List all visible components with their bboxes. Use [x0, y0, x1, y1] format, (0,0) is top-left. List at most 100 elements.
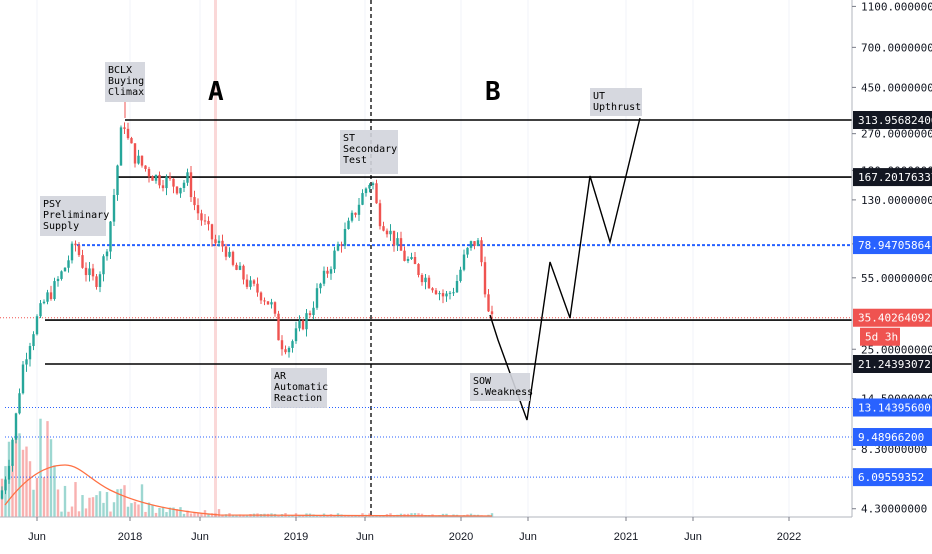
annotation-text: Reaction: [274, 393, 322, 404]
candle-body: [431, 288, 434, 291]
candle-body: [284, 349, 287, 353]
volume-bars: [0, 418, 494, 517]
volume-bar: [91, 497, 95, 517]
candle-body: [291, 341, 294, 348]
time-tick-label: Jun: [191, 531, 209, 543]
candle-body: [329, 269, 333, 274]
volume-bar: [35, 477, 39, 517]
candle-body: [105, 251, 109, 257]
candle-body: [140, 155, 144, 166]
volume-bar: [382, 515, 385, 517]
candle-body: [469, 241, 473, 248]
candle-body: [154, 174, 158, 181]
time-tick-label: 2018: [118, 531, 142, 543]
volume-bar: [165, 512, 168, 517]
candle-body: [168, 176, 172, 179]
volume-bar: [210, 513, 214, 517]
candle-body: [214, 239, 217, 244]
volume-bar: [168, 507, 172, 517]
candle-body: [305, 313, 308, 330]
volume-bar: [70, 506, 74, 517]
candle-body: [238, 265, 242, 270]
volume-bar: [77, 511, 81, 517]
candle-body: [343, 228, 347, 246]
candle-body: [60, 271, 63, 279]
time-tick-label: 2021: [614, 531, 638, 543]
candle-body: [42, 301, 46, 304]
price-tick-label: 700.00000000: [861, 41, 932, 54]
volume-bar: [161, 506, 165, 517]
candle-body: [203, 220, 207, 222]
level-price-label: 167.20176337: [858, 171, 932, 184]
volume-bar: [179, 507, 182, 517]
candle-body: [466, 247, 469, 255]
candle-body: [56, 278, 60, 282]
candle-body: [200, 213, 203, 221]
volume-bar: [74, 482, 77, 517]
price-axis[interactable]: 1100.00000000 700.00000000 450.00000000 270…: [851, 0, 932, 517]
candle-body: [102, 256, 105, 275]
volume-bar: [245, 515, 249, 517]
annotation-text: Preliminary: [43, 210, 109, 221]
candle-body: [112, 194, 116, 222]
volume-bar: [88, 497, 91, 517]
annotation-text: UT: [593, 91, 605, 102]
candle-body: [322, 270, 326, 284]
volume-bar: [67, 511, 70, 517]
volume-bar: [18, 433, 21, 517]
volume-bar: [196, 513, 200, 517]
volume-bar: [154, 512, 158, 517]
annotation-box: [105, 62, 145, 102]
candle-body: [32, 334, 35, 347]
candle-body: [277, 313, 280, 341]
volume-bar: [347, 515, 350, 517]
volume-bar: [133, 501, 137, 517]
volume-bar: [53, 465, 56, 517]
candle-body: [210, 224, 214, 240]
candle-body: [336, 244, 340, 251]
annotation-text: ST: [343, 133, 355, 144]
level-price-box: [853, 398, 932, 417]
level-price-label: 13.14395600: [858, 401, 931, 414]
candle-body: [25, 359, 28, 365]
volume-bar: [151, 505, 154, 517]
candle-body: [21, 364, 25, 394]
annotation-text: Test: [343, 155, 367, 166]
candle-body: [315, 288, 319, 308]
level-price-label: 9.48966200: [858, 431, 924, 444]
candle-body: [441, 293, 445, 297]
annotation-box: [590, 88, 642, 116]
candle-body: [452, 292, 455, 294]
candle-body: [385, 230, 389, 235]
time-axis[interactable]: Jun 2018 Jun 2019 Jun 2020 Jun 2021 Jun 2022: [0, 516, 852, 543]
volume-bar: [315, 515, 319, 517]
price-tick-label: 450.00000000: [861, 81, 932, 94]
volume-bar: [102, 502, 105, 517]
candle-body: [361, 193, 364, 205]
price-tick-label: 1100.00000000: [861, 0, 932, 13]
candle-body: [28, 346, 32, 360]
candle-body: [88, 268, 91, 276]
candle-body: [144, 165, 147, 169]
candle-body: [235, 264, 238, 270]
volume-bar: [144, 511, 147, 517]
candle-body: [67, 260, 70, 268]
volume-bar: [242, 514, 245, 517]
volume-bar: [137, 504, 140, 517]
annotation-text: SOW: [473, 376, 492, 387]
volume-ma-line: [4, 464, 493, 517]
candle-body: [364, 188, 368, 194]
candle-body: [378, 203, 382, 227]
candle-body: [123, 127, 126, 129]
volume-bar: [413, 513, 417, 517]
candle-body: [126, 128, 130, 139]
candle-body: [406, 259, 410, 261]
candle-body: [266, 301, 270, 305]
candle-body: [392, 230, 396, 246]
candle-body: [74, 243, 77, 246]
candle-body: [182, 182, 186, 189]
candle-body: [347, 220, 350, 229]
annotation-text: Buying: [108, 76, 144, 87]
